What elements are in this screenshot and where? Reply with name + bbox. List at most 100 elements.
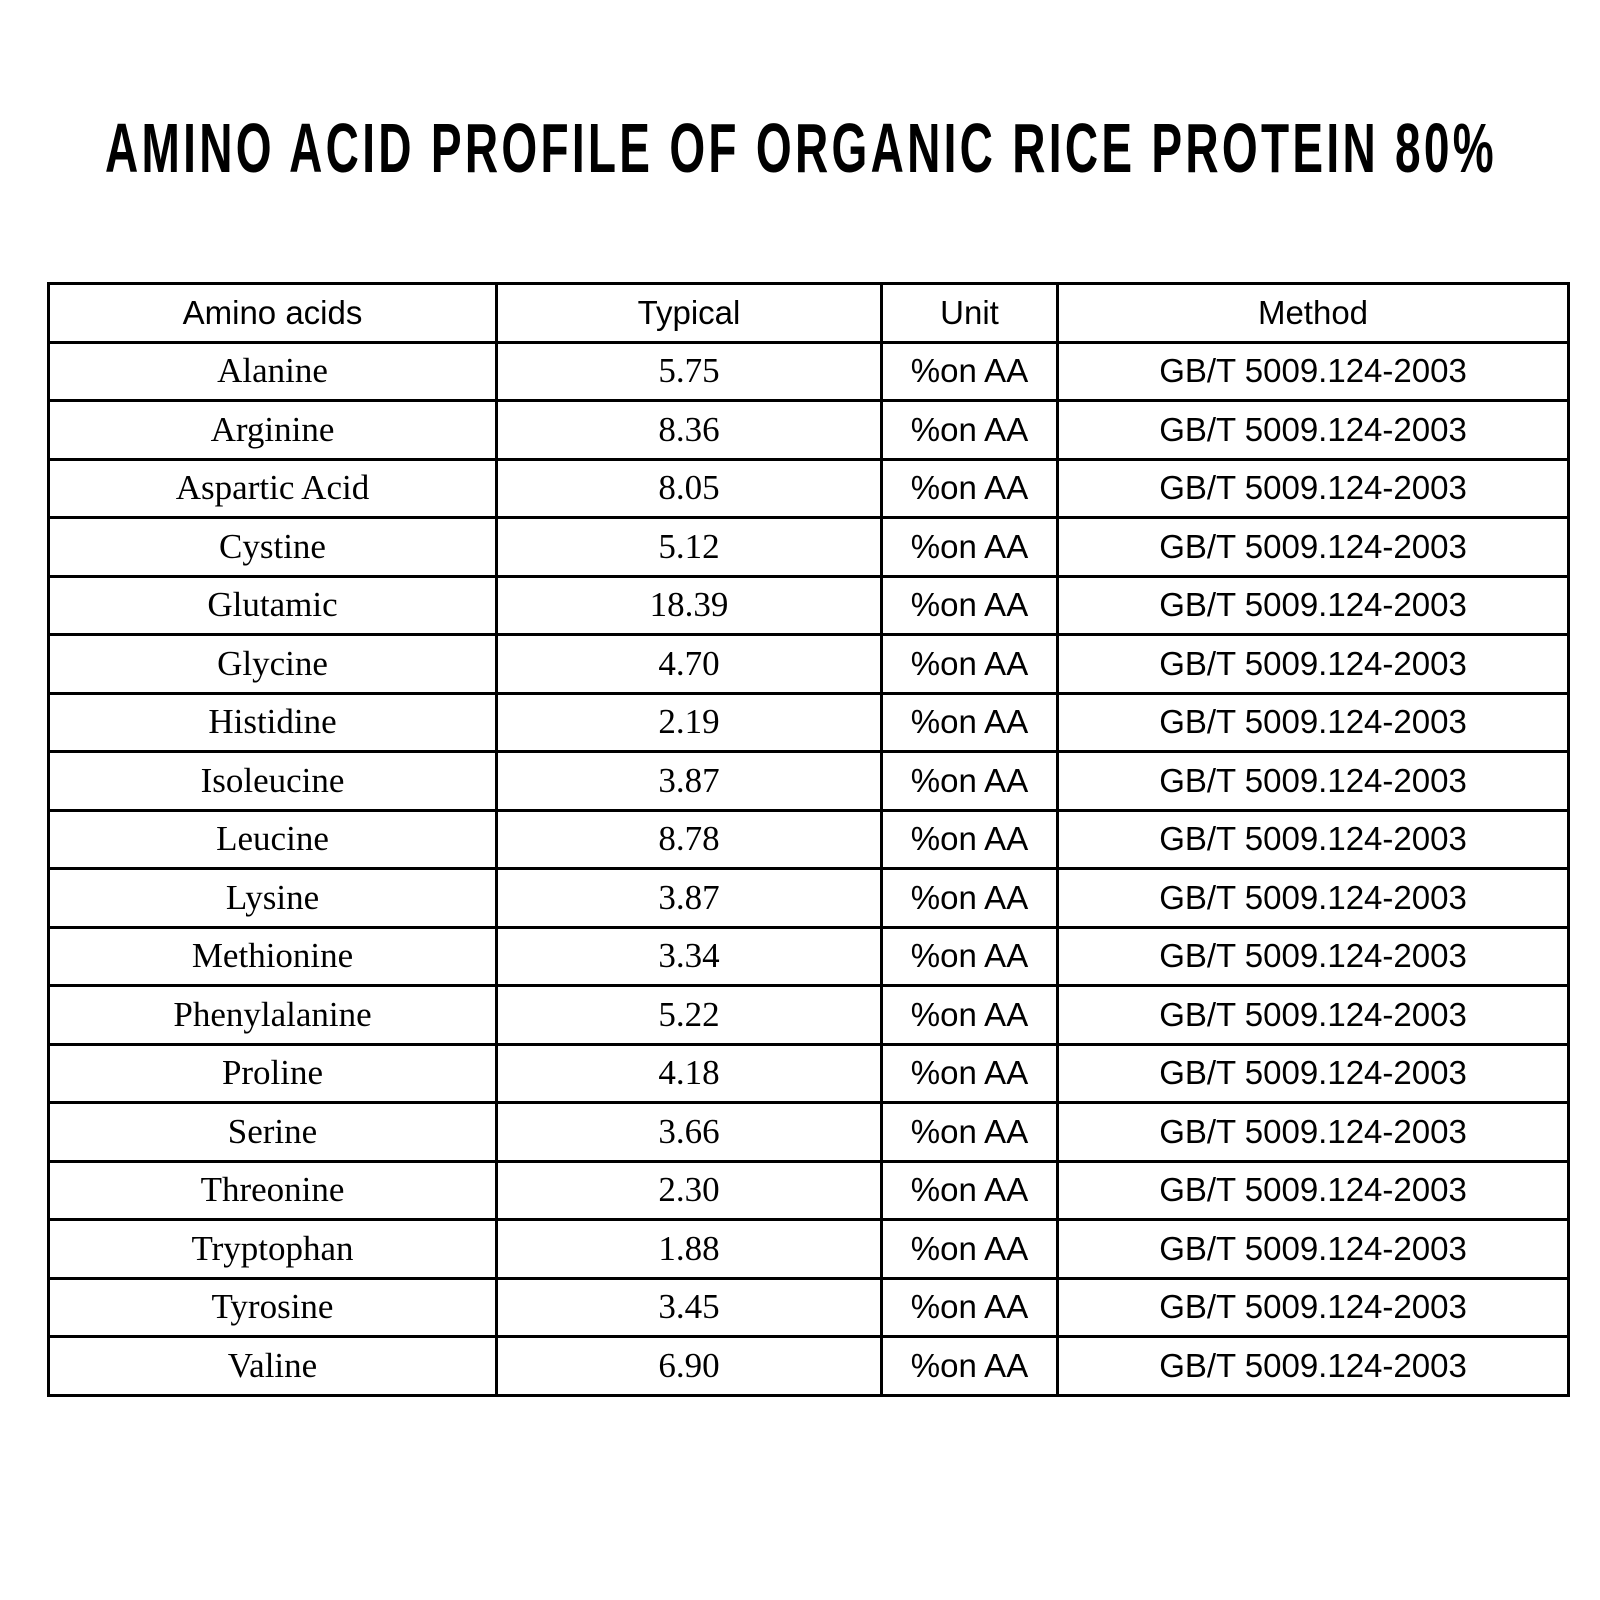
- table-cell-typical: 5.12: [495, 516, 883, 578]
- table-cell-method: GB/T 5009.124-2003: [1056, 1335, 1570, 1397]
- table-cell-method: GB/T 5009.124-2003: [1056, 984, 1570, 1046]
- table-cell-typical: 8.78: [495, 808, 883, 870]
- table-cell-amino-acid: Glycine: [47, 633, 498, 695]
- table-cell-unit: %on AA: [880, 1159, 1059, 1221]
- table-row: Methionine 3.34 %on AA GB/T 5009.124-2003: [47, 925, 1570, 987]
- table-cell-method: GB/T 5009.124-2003: [1056, 1218, 1570, 1280]
- table-cell-unit: %on AA: [880, 457, 1059, 519]
- table-cell-unit: %on AA: [880, 925, 1059, 987]
- table-cell-amino-acid: Proline: [47, 1042, 498, 1104]
- table-row: Leucine 8.78 %on AA GB/T 5009.124-2003: [47, 808, 1570, 870]
- table-cell-method: GB/T 5009.124-2003: [1056, 633, 1570, 695]
- table-cell-typical: 3.87: [495, 750, 883, 812]
- table-cell-amino-acid: Tyrosine: [47, 1276, 498, 1338]
- table-cell-unit: %on AA: [880, 1101, 1059, 1163]
- table-cell-method: GB/T 5009.124-2003: [1056, 1276, 1570, 1338]
- table-cell-amino-acid: Leucine: [47, 808, 498, 870]
- table-cell-method: GB/T 5009.124-2003: [1056, 1101, 1570, 1163]
- header-amino-acids: Amino acids: [47, 282, 498, 344]
- table-cell-method: GB/T 5009.124-2003: [1056, 867, 1570, 929]
- table-cell-method: GB/T 5009.124-2003: [1056, 691, 1570, 753]
- table-row: Arginine 8.36 %on AA GB/T 5009.124-2003: [47, 399, 1570, 461]
- header-method: Method: [1056, 282, 1570, 344]
- table-cell-typical: 18.39: [495, 574, 883, 636]
- table-cell-method: GB/T 5009.124-2003: [1056, 1042, 1570, 1104]
- table-cell-amino-acid: Glutamic: [47, 574, 498, 636]
- table-cell-method: GB/T 5009.124-2003: [1056, 808, 1570, 870]
- table-header-row: Amino acids Typical Unit Method: [47, 282, 1570, 344]
- table-cell-unit: %on AA: [880, 1042, 1059, 1104]
- table-cell-amino-acid: Alanine: [47, 340, 498, 402]
- page-title-area: AMINO ACID PROFILE OF ORGANIC RICE PROTE…: [0, 0, 1600, 220]
- table-row: Lysine 3.87 %on AA GB/T 5009.124-2003: [47, 867, 1570, 929]
- table-cell-unit: %on AA: [880, 691, 1059, 753]
- table-cell-amino-acid: Methionine: [47, 925, 498, 987]
- table-row: Phenylalanine 5.22 %on AA GB/T 5009.124-200…: [47, 984, 1570, 1046]
- table-row: Valine 6.90 %on AA GB/T 5009.124-2003: [47, 1335, 1570, 1397]
- table-row: Aspartic Acid 8.05 %on AA GB/T 5009.124-200…: [47, 457, 1570, 519]
- table-cell-unit: %on AA: [880, 399, 1059, 461]
- table-cell-typical: 1.88: [495, 1218, 883, 1280]
- table-row: Serine 3.66 %on AA GB/T 5009.124-2003: [47, 1101, 1570, 1163]
- table-cell-method: GB/T 5009.124-2003: [1056, 925, 1570, 987]
- table-cell-method: GB/T 5009.124-2003: [1056, 399, 1570, 461]
- table-row: Histidine 2.19 %on AA GB/T 5009.124-2003: [47, 691, 1570, 753]
- table-row: Threonine 2.30 %on AA GB/T 5009.124-2003: [47, 1159, 1570, 1221]
- table-row: Glutamic 18.39 %on AA GB/T 5009.124-2003: [47, 574, 1570, 636]
- table-cell-typical: 3.87: [495, 867, 883, 929]
- table-cell-amino-acid: Valine: [47, 1335, 498, 1397]
- table-cell-method: GB/T 5009.124-2003: [1056, 750, 1570, 812]
- table-cell-amino-acid: Aspartic Acid: [47, 457, 498, 519]
- table-cell-method: GB/T 5009.124-2003: [1056, 574, 1570, 636]
- table-cell-amino-acid: Histidine: [47, 691, 498, 753]
- table-row: Glycine 4.70 %on AA GB/T 5009.124-2003: [47, 633, 1570, 695]
- table-cell-amino-acid: Arginine: [47, 399, 498, 461]
- table-cell-unit: %on AA: [880, 574, 1059, 636]
- table-cell-typical: 6.90: [495, 1335, 883, 1397]
- table-cell-method: GB/T 5009.124-2003: [1056, 1159, 1570, 1221]
- table-cell-amino-acid: Cystine: [47, 516, 498, 578]
- table-cell-amino-acid: Tryptophan: [47, 1218, 498, 1280]
- table-cell-typical: 5.22: [495, 984, 883, 1046]
- table-cell-typical: 8.36: [495, 399, 883, 461]
- table-cell-typical: 3.34: [495, 925, 883, 987]
- table-cell-unit: %on AA: [880, 984, 1059, 1046]
- table-cell-unit: %on AA: [880, 633, 1059, 695]
- header-typical: Typical: [495, 282, 883, 344]
- page-title: AMINO ACID PROFILE OF ORGANIC RICE PROTE…: [105, 109, 1497, 187]
- table-row: Isoleucine 3.87 %on AA GB/T 5009.124-2003: [47, 750, 1570, 812]
- table-cell-amino-acid: Threonine: [47, 1159, 498, 1221]
- header-unit: Unit: [880, 282, 1059, 344]
- table-body: Alanine 5.75 %on AA GB/T 5009.124-2003 Argin…: [47, 340, 1570, 1397]
- table-row: Tryptophan 1.88 %on AA GB/T 5009.124-2003: [47, 1218, 1570, 1280]
- table-cell-unit: %on AA: [880, 1335, 1059, 1397]
- table-cell-unit: %on AA: [880, 516, 1059, 578]
- table-cell-amino-acid: Isoleucine: [47, 750, 498, 812]
- table-cell-amino-acid: Phenylalanine: [47, 984, 498, 1046]
- table-cell-typical: 3.66: [495, 1101, 883, 1163]
- table-row: Cystine 5.12 %on AA GB/T 5009.124-2003: [47, 516, 1570, 578]
- table-cell-unit: %on AA: [880, 340, 1059, 402]
- table-cell-unit: %on AA: [880, 867, 1059, 929]
- table-cell-amino-acid: Serine: [47, 1101, 498, 1163]
- table-cell-method: GB/T 5009.124-2003: [1056, 516, 1570, 578]
- table-cell-typical: 2.19: [495, 691, 883, 753]
- table-cell-typical: 4.70: [495, 633, 883, 695]
- table-cell-unit: %on AA: [880, 1276, 1059, 1338]
- table-cell-amino-acid: Lysine: [47, 867, 498, 929]
- table-cell-typical: 2.30: [495, 1159, 883, 1221]
- table-cell-unit: %on AA: [880, 1218, 1059, 1280]
- table-header: Amino acids Typical Unit Method: [47, 282, 1570, 344]
- table-cell-unit: %on AA: [880, 808, 1059, 870]
- table-cell-typical: 4.18: [495, 1042, 883, 1104]
- table-cell-typical: 5.75: [495, 340, 883, 402]
- table-cell-typical: 3.45: [495, 1276, 883, 1338]
- table-row: Proline 4.18 %on AA GB/T 5009.124-2003: [47, 1042, 1570, 1104]
- amino-acid-table: Amino acids Typical Unit Method Alanine 5…: [47, 282, 1570, 1397]
- table-cell-unit: %on AA: [880, 750, 1059, 812]
- table-cell-method: GB/T 5009.124-2003: [1056, 340, 1570, 402]
- table-row: Alanine 5.75 %on AA GB/T 5009.124-2003: [47, 340, 1570, 402]
- table-cell-method: GB/T 5009.124-2003: [1056, 457, 1570, 519]
- table-cell-typical: 8.05: [495, 457, 883, 519]
- table-row: Tyrosine 3.45 %on AA GB/T 5009.124-2003: [47, 1276, 1570, 1338]
